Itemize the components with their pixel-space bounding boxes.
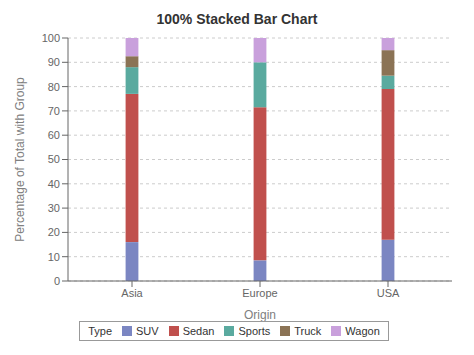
svg-text:Origin: Origin [244,308,276,322]
svg-text:70: 70 [48,105,60,117]
svg-text:80: 80 [48,81,60,93]
html-text:Type: Type [88,325,112,337]
svg-text:30: 30 [48,202,60,214]
svg-text:40: 40 [48,178,60,190]
svg-text:60: 60 [48,129,60,141]
svg-text:USA: USA [377,287,400,299]
svg-text:20: 20 [48,226,60,238]
svg-text:50: 50 [48,153,60,165]
svg-text:100: 100 [42,32,60,44]
svg-text:0: 0 [54,275,60,287]
html-text:Wagon: Wagon [345,325,380,337]
svg-text:Percentage of Total with Group: Percentage of Total with Group [13,77,27,242]
html-text:100% Stacked Bar Chart: 100% Stacked Bar Chart [156,11,318,27]
html-text:Truck: Truck [294,325,322,337]
html-text:Sedan: Sedan [182,325,215,337]
svg-text:Europe: Europe [242,287,277,299]
svg-text:10: 10 [48,251,60,263]
svg-text:90: 90 [48,56,60,68]
svg-text:Asia: Asia [121,287,143,299]
html-text:SUV: SUV [136,325,159,337]
html-text:Sports: Sports [238,325,271,337]
